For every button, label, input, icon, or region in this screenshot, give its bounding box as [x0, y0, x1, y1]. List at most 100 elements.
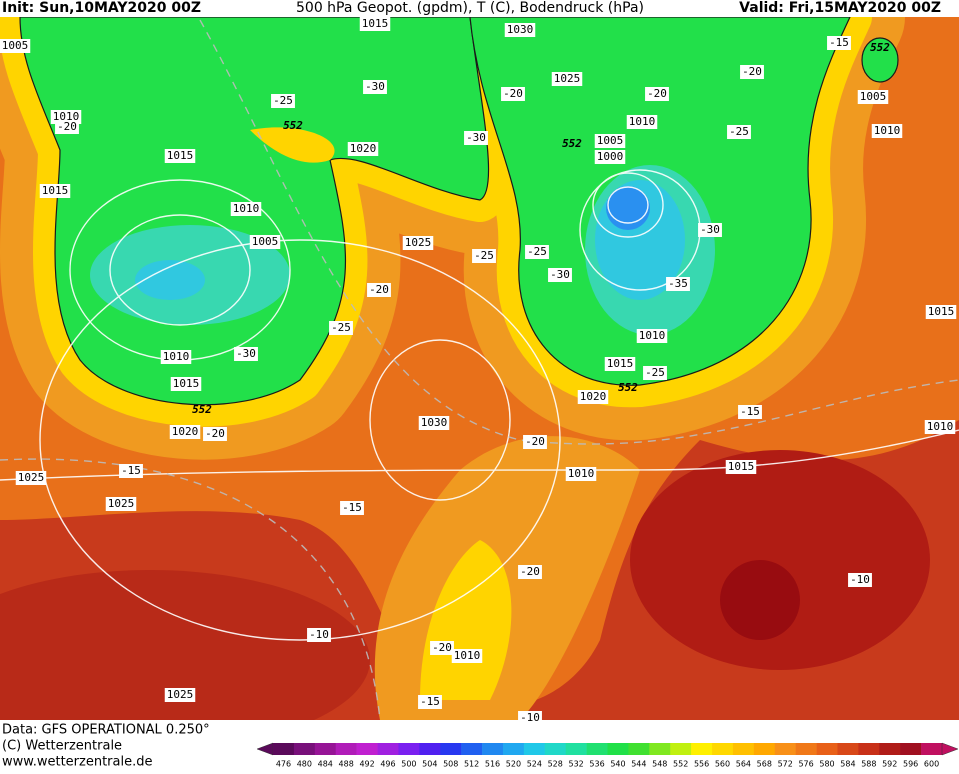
- temperature-label: -30: [466, 131, 486, 144]
- colorbar-tick-label: 496: [380, 760, 395, 769]
- colorbar: 476 480 484 488 492 496 500 504 508 512 516 520 524 5…: [256, 742, 959, 769]
- temperature-label-box: [643, 366, 667, 380]
- copyright: (C) Wetterzentrale: [2, 739, 122, 754]
- isobar-label: 1015: [728, 460, 755, 473]
- isobar-label: 1015: [167, 149, 194, 162]
- isobar-label: 1025: [167, 688, 194, 701]
- isobar-label-box: [871, 124, 903, 138]
- isobar-label: 1010: [927, 420, 954, 433]
- isobar-label: 1020: [350, 142, 377, 155]
- temperature-label-group: -30: [363, 80, 387, 94]
- colorbar-tick-label: 548: [652, 760, 667, 769]
- isobar-label-group: 1010: [230, 202, 262, 216]
- temperature-label-group: -25: [271, 94, 295, 108]
- colorbar-swatch: [356, 743, 378, 755]
- colorbar-swatch: [565, 743, 587, 755]
- isobar-label-group: 1010: [565, 467, 597, 481]
- temperature-label-box: [363, 80, 387, 94]
- isobar-label-group: 1000: [594, 150, 626, 164]
- temperature-label-box: [666, 277, 690, 291]
- colorbar-swatch: [816, 743, 838, 755]
- colorbar-tick-label: 588: [861, 760, 876, 769]
- colorbar-swatch: [523, 743, 546, 755]
- temperature-label-box: [234, 347, 258, 361]
- colorbar-tick-label: 508: [443, 760, 458, 769]
- temperature-label: -20: [57, 120, 77, 133]
- isobar-label: 1000: [597, 150, 624, 163]
- colorbar-tick-label: 592: [882, 760, 897, 769]
- temperature-label: -15: [829, 36, 849, 49]
- isobar-label: 1010: [874, 124, 901, 137]
- isobar-label-box: [164, 149, 196, 163]
- isobar-label-group: 1030: [418, 416, 450, 430]
- temperature-label-group: -25: [525, 245, 549, 259]
- isobar-label-group: 1015: [925, 305, 957, 319]
- isobar-label: 1020: [580, 390, 607, 403]
- isobar-label: 1005: [252, 235, 279, 248]
- isobar-label: 1005: [597, 134, 624, 147]
- geopotential-label: 552: [870, 41, 890, 54]
- colorbar-tick-label: 476: [276, 760, 291, 769]
- isobar-label-group: 1020: [169, 425, 201, 439]
- temperature-label: -25: [527, 245, 547, 258]
- isobar-label-box: [725, 460, 757, 474]
- isobar-label-box: [164, 688, 196, 702]
- colorbar-tick-label: 552: [673, 760, 688, 769]
- isobar-label-group: 1005: [857, 90, 889, 104]
- temperature-label: -20: [742, 65, 762, 78]
- isobar-label-group: 1025: [551, 72, 583, 86]
- isobar-label-box: [0, 39, 31, 53]
- temperature-label-box: [525, 245, 549, 259]
- temperature-label-group: -10: [518, 711, 542, 725]
- temperature-label: -25: [331, 321, 351, 334]
- temperature-label: -30: [365, 80, 385, 93]
- isobar-label: 1010: [568, 467, 595, 480]
- colorbar-tick-label: 528: [548, 760, 563, 769]
- temperature-label-box: [367, 283, 391, 297]
- temperature-label: -25: [729, 125, 749, 138]
- isobar-label: 1015: [362, 17, 389, 30]
- geopotential-label-group: 552: [283, 119, 303, 132]
- colorbar-tick-label: 520: [506, 760, 521, 769]
- isobar-label-box: [604, 357, 636, 371]
- temperature-label-box: [472, 249, 496, 263]
- temperature-label-box: [518, 565, 542, 579]
- temperature-label-box: [329, 321, 353, 335]
- temperature-label-group: -20: [501, 87, 525, 101]
- colorbar-swatch: [858, 743, 880, 755]
- colorbar-swatch: [273, 743, 295, 755]
- geopotential-label-group: 552: [562, 137, 582, 150]
- colorbar-swatch: [795, 743, 817, 755]
- isobar-label-group: 1010: [636, 329, 668, 343]
- isobar-label-box: [626, 115, 658, 129]
- isobar-label-box: [594, 150, 626, 164]
- temperature-label: -35: [668, 277, 688, 290]
- temperature-label: -15: [420, 695, 440, 708]
- isobar-label-box: [249, 235, 281, 249]
- isobar-label: 1005: [860, 90, 887, 103]
- isobar-label-box: [577, 390, 609, 404]
- temperature-label-box: [727, 125, 751, 139]
- temperature-label-group: -25: [472, 249, 496, 263]
- colorbar-tick-label: 516: [485, 760, 500, 769]
- temperature-label-group: -30: [234, 347, 258, 361]
- temperature-label-box: [430, 641, 454, 655]
- temperature-label-group: -15: [340, 501, 364, 515]
- temperature-label: -25: [645, 366, 665, 379]
- temperature-label-group: -25: [329, 321, 353, 335]
- isobar-label-box: [504, 23, 536, 37]
- temperature-label: -30: [550, 268, 570, 281]
- temperature-label: -20: [647, 87, 667, 100]
- isobar-label-box: [39, 184, 71, 198]
- isobar-label: 1015: [928, 305, 955, 318]
- colorbar-swatch: [419, 743, 441, 755]
- temperature-label: -10: [309, 628, 329, 641]
- temperature-label-group: -15: [827, 36, 851, 50]
- isobar-label-group: 1005: [594, 134, 626, 148]
- colorbar-swatch: [461, 743, 483, 755]
- colorbar-swatch: [837, 743, 859, 755]
- isobar-label: 1015: [42, 184, 69, 197]
- isobar-label-group: 1010: [871, 124, 903, 138]
- colorbar-tick-label: 512: [464, 760, 479, 769]
- isobar-label: 1030: [507, 23, 534, 36]
